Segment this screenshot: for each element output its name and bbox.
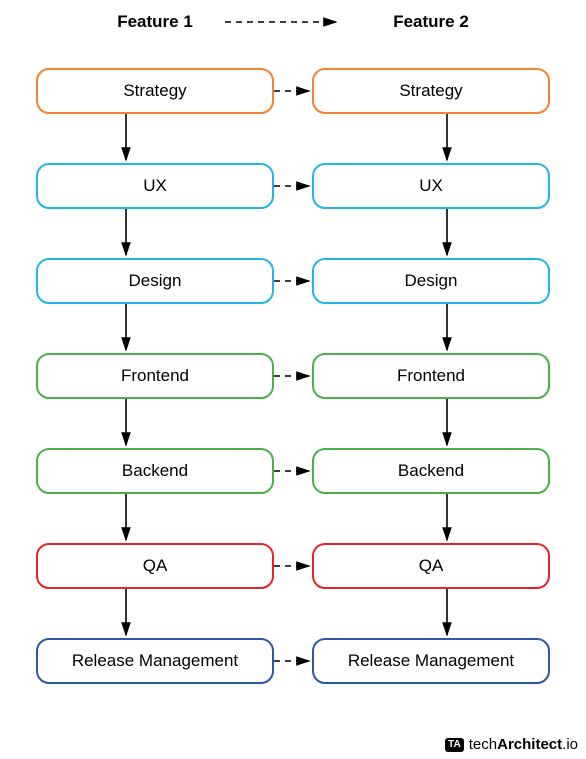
flowchart-diagram: Feature 1 Feature 2 Strategy UX Design F… xyxy=(0,0,586,759)
node-label: Backend xyxy=(398,461,464,481)
node-ux-f2: UX xyxy=(312,163,550,209)
node-label: QA xyxy=(143,556,168,576)
node-label: Release Management xyxy=(348,651,514,671)
node-frontend-f2: Frontend xyxy=(312,353,550,399)
column-header-feature2: Feature 2 xyxy=(341,12,521,32)
column-header-label: Feature 1 xyxy=(117,12,193,31)
column-header-feature1: Feature 1 xyxy=(65,12,245,32)
node-label: Release Management xyxy=(72,651,238,671)
watermark: TA techArchitect.io xyxy=(445,736,578,753)
node-label: Frontend xyxy=(397,366,465,386)
node-release-f2: Release Management xyxy=(312,638,550,684)
node-label: UX xyxy=(143,176,167,196)
node-strategy-f2: Strategy xyxy=(312,68,550,114)
node-backend-f1: Backend xyxy=(36,448,274,494)
node-qa-f2: QA xyxy=(312,543,550,589)
node-frontend-f1: Frontend xyxy=(36,353,274,399)
node-label: Backend xyxy=(122,461,188,481)
node-qa-f1: QA xyxy=(36,543,274,589)
node-ux-f1: UX xyxy=(36,163,274,209)
node-label: Strategy xyxy=(399,81,462,101)
node-label: Strategy xyxy=(123,81,186,101)
node-label: UX xyxy=(419,176,443,196)
node-backend-f2: Backend xyxy=(312,448,550,494)
watermark-text: techArchitect.io xyxy=(469,736,578,753)
node-design-f2: Design xyxy=(312,258,550,304)
column-header-label: Feature 2 xyxy=(393,12,469,31)
node-design-f1: Design xyxy=(36,258,274,304)
node-label: Design xyxy=(129,271,182,291)
node-label: Design xyxy=(405,271,458,291)
node-strategy-f1: Strategy xyxy=(36,68,274,114)
node-label: Frontend xyxy=(121,366,189,386)
watermark-badge: TA xyxy=(445,738,464,752)
node-release-f1: Release Management xyxy=(36,638,274,684)
node-label: QA xyxy=(419,556,444,576)
